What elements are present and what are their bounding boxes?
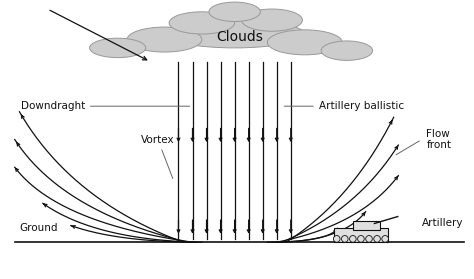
Ellipse shape [209,2,260,21]
Text: Artillery: Artillery [422,218,463,228]
Text: Flow
front: Flow front [427,129,451,150]
Ellipse shape [90,38,146,57]
Ellipse shape [127,27,202,52]
Text: Downdraght: Downdraght [21,101,190,111]
Ellipse shape [169,12,235,34]
Text: Vortex: Vortex [141,134,175,179]
Ellipse shape [242,9,302,31]
Circle shape [366,235,372,242]
Circle shape [349,235,356,242]
Text: Artillery ballistic: Artillery ballistic [284,101,404,111]
Circle shape [374,235,380,242]
Ellipse shape [267,30,342,55]
Text: Ground: Ground [19,223,58,233]
Circle shape [382,235,389,242]
Circle shape [341,235,348,242]
Text: Clouds: Clouds [216,30,263,44]
Circle shape [357,235,364,242]
Ellipse shape [164,20,305,48]
Ellipse shape [321,41,373,60]
Circle shape [333,235,340,242]
FancyBboxPatch shape [334,229,388,242]
FancyBboxPatch shape [353,221,380,230]
